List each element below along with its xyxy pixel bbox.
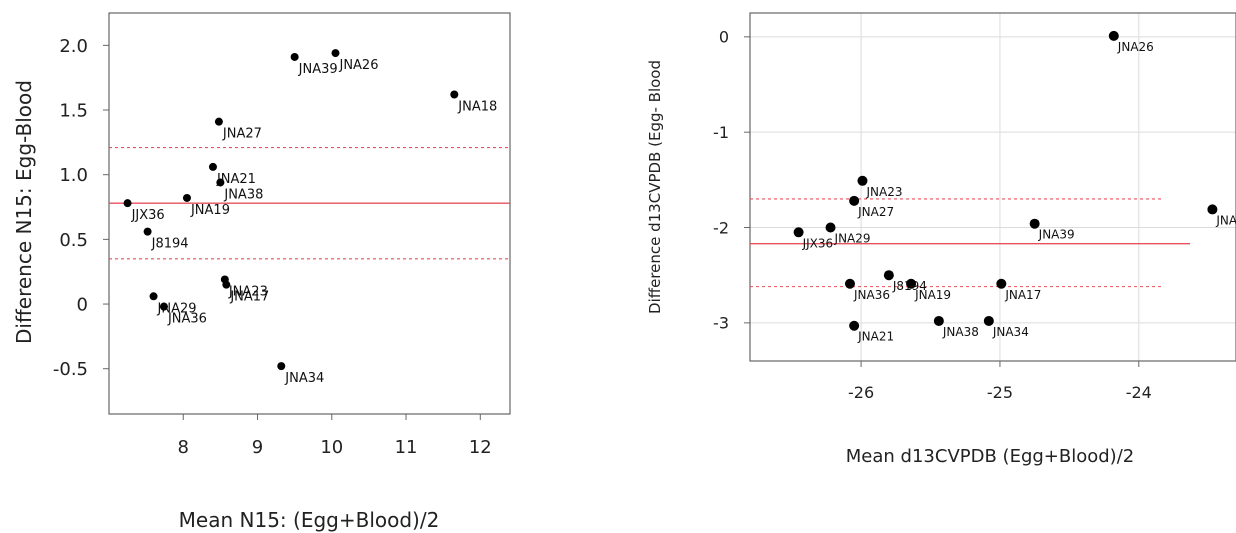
carbon-point-jna29	[825, 222, 836, 233]
nitrogen-ytick-label-0: -0.5	[53, 359, 88, 380]
nitrogen-point-label-jna26: JNA26	[338, 58, 378, 73]
carbon-point-jna23	[857, 175, 868, 186]
nitrogen-point-j8194	[143, 227, 152, 236]
nitrogen-ytick-label-3: 1.0	[59, 165, 88, 186]
chart-nitrogen-ylabel: Difference N15: Egg-Blood	[12, 80, 36, 344]
nitrogen-ytick-label-4: 1.5	[59, 100, 88, 121]
nitrogen-point-label-jna39: JNA39	[298, 62, 338, 77]
nitrogen-point-jna36	[159, 302, 168, 311]
nitrogen-ytick-label-5: 2.0	[59, 36, 88, 57]
nitrogen-xtick-label-1: 9	[252, 437, 263, 458]
nitrogen-xtick-label-0: 8	[178, 437, 189, 458]
nitrogen-point-jjx36	[123, 199, 132, 208]
nitrogen-xtick-label-3: 11	[395, 437, 418, 458]
carbon-point-j8194	[883, 270, 894, 281]
chart-nitrogen-xlabel: Mean N15: (Egg+Blood)/2	[179, 508, 440, 532]
nitrogen-plot-frame	[108, 12, 511, 415]
carbon-point-jna27	[849, 195, 860, 206]
chart-carbon: Mean d13CVPDB (Egg+Blood)/2 Difference d…	[646, 12, 1236, 467]
nitrogen-point-label-jna19: JNA19	[190, 203, 230, 218]
nitrogen-point-label-j8194: J8194	[151, 237, 189, 252]
nitrogen-point-jna34	[277, 362, 286, 371]
chart-carbon-xlabel: Mean d13CVPDB (Egg+Blood)/2	[846, 446, 1134, 467]
nitrogen-xtick-label-2: 10	[320, 437, 343, 458]
carbon-point-jna38	[933, 315, 944, 326]
carbon-point-jna18	[1207, 204, 1218, 215]
carbon-point-jna26	[1108, 30, 1119, 41]
carbon-point-label-jna36: JNA36	[853, 288, 890, 302]
carbon-point-label-jna29: JNA29	[834, 232, 871, 246]
carbon-point-jna21	[849, 320, 860, 331]
carbon-point-label-jna34: JNA34	[992, 325, 1029, 339]
nitrogen-point-label-jjx36: JJX36	[131, 208, 165, 223]
carbon-ytick-label-1: -2	[713, 218, 729, 237]
nitrogen-ytick-label-1: 0	[77, 295, 88, 316]
carbon-point-label-jna23: JNA23	[865, 185, 902, 199]
nitrogen-point-jna38	[216, 178, 225, 187]
carbon-ytick-label-0: -3	[713, 314, 729, 333]
nitrogen-point-jna17	[222, 280, 231, 289]
nitrogen-point-label-jna34: JNA34	[284, 371, 324, 386]
nitrogen-xtick-label-4: 12	[469, 437, 492, 458]
carbon-point-label-jna18: JNA18	[1215, 213, 1236, 227]
carbon-point-label-jna19: JNA19	[914, 288, 951, 302]
carbon-ytick-label-2: -1	[713, 123, 729, 142]
carbon-point-label-jna21: JNA21	[857, 330, 894, 344]
chart-nitrogen: Mean N15: (Egg+Blood)/2 Difference N15: …	[12, 12, 511, 532]
nitrogen-point-jna18	[450, 90, 459, 99]
carbon-point-label-jna39: JNA39	[1038, 228, 1075, 242]
carbon-xtick-label-1: -25	[987, 383, 1013, 402]
nitrogen-point-label-jna38: JNA38	[223, 187, 263, 202]
nitrogen-point-jna21	[208, 162, 217, 171]
nitrogen-point-label-jna36: JNA36	[167, 312, 207, 327]
nitrogen-point-jna39	[290, 52, 299, 61]
carbon-plot-frame	[749, 12, 1236, 362]
carbon-point-label-jjx36: JJX36	[802, 236, 834, 250]
nitrogen-point-jna26	[331, 49, 340, 58]
carbon-point-jna19	[906, 278, 917, 289]
nitrogen-point-jna29	[149, 292, 158, 301]
carbon-point-jna39	[1029, 218, 1040, 229]
carbon-point-label-jna27: JNA27	[857, 205, 894, 219]
nitrogen-point-label-jna18: JNA18	[457, 99, 497, 114]
carbon-point-jna34	[983, 315, 994, 326]
carbon-point-label-jna17: JNA17	[1004, 288, 1041, 302]
carbon-point-label-jna38: JNA38	[942, 325, 979, 339]
nitrogen-point-jna27	[214, 117, 223, 126]
nitrogen-ytick-label-2: 0.5	[59, 230, 88, 251]
nitrogen-point-label-jna27: JNA27	[222, 127, 262, 142]
carbon-point-jna36	[844, 278, 855, 289]
carbon-xtick-label-0: -26	[848, 383, 874, 402]
nitrogen-point-label-jna23: JNA23	[228, 284, 268, 299]
carbon-xtick-label-2: -24	[1126, 383, 1152, 402]
nitrogen-point-label-jna21: JNA21	[216, 172, 256, 187]
carbon-ytick-label-3: 0	[719, 28, 729, 47]
chart-carbon-ylabel: Difference d13CVPDB (Egg- Blood	[646, 60, 664, 314]
carbon-point-jna17	[996, 278, 1007, 289]
nitrogen-point-jna19	[182, 193, 191, 202]
carbon-point-jjx36	[793, 227, 804, 238]
carbon-point-label-jna26: JNA26	[1117, 40, 1154, 54]
nitrogen-point-label-jna17: JNA17	[229, 290, 269, 305]
